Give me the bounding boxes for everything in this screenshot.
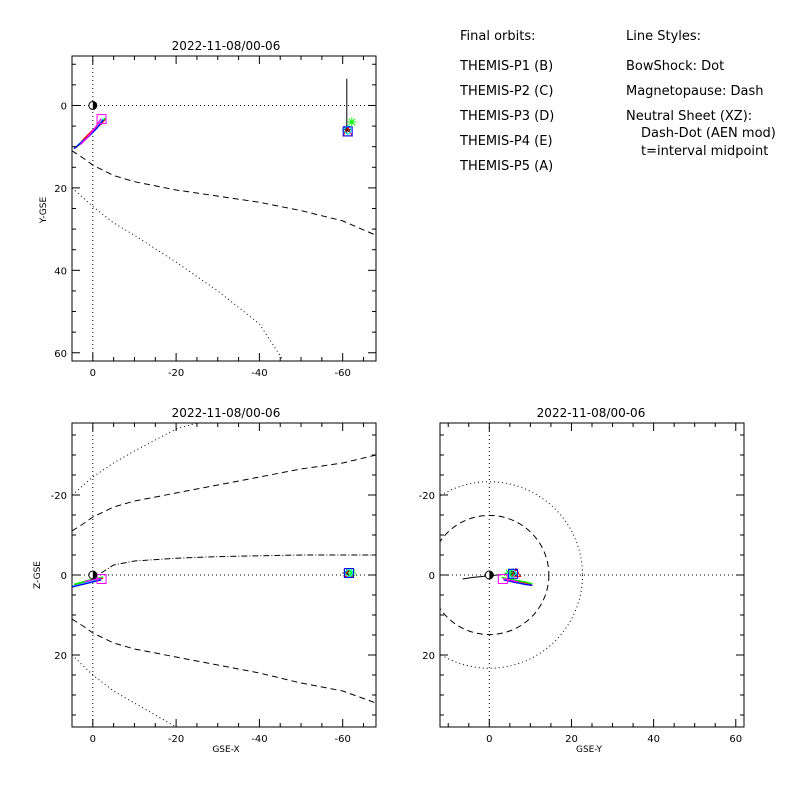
orbit-p5-marker: [96, 114, 107, 125]
panel-xz-xlabel: GSE-X: [212, 745, 239, 755]
plot-area: [72, 56, 376, 361]
x-tick-label: 60: [729, 734, 742, 745]
neutral-sheet-line: [100, 554, 376, 574]
magnetopause-line: [72, 150, 376, 236]
bowshock-line: [72, 187, 283, 360]
orbit-p3-marker: [342, 124, 353, 136]
earth-night-side: [489, 571, 494, 579]
line-style-bowshock: BowShock: Dot: [626, 59, 724, 74]
orbit-p2-marker: [347, 568, 357, 578]
panel-yz-xlabel: GSE-Y: [576, 745, 603, 755]
line-style-neutral-sheet: Neutral Sheet (XZ):: [626, 109, 752, 124]
legend-probe-p1: THEMIS-P1 (B): [459, 59, 553, 74]
y-tick-label: 60: [54, 349, 67, 360]
panel-xz-title: 2022-11-08/00-06: [172, 406, 281, 420]
y-tick-label: -20: [419, 491, 435, 502]
magnetopause-line: [72, 618, 376, 704]
bowshock-line: [440, 481, 584, 669]
y-tick-label: 20: [422, 651, 435, 662]
panel-xy: 0 -20 -40 -60 0 20 40 60: [54, 55, 377, 379]
panel-yz: 0 20 40 60 20 0 -20: [419, 422, 745, 745]
legend-probe-p3: THEMIS-P3 (D): [459, 109, 554, 124]
y-tick-label: 20: [54, 184, 67, 195]
x-tick-label: -20: [168, 734, 184, 745]
orbit-p4-marker: [342, 126, 353, 137]
plot-area: [440, 423, 744, 727]
panel-yz-title: 2022-11-08/00-06: [537, 406, 646, 420]
orbit-p2-marker: [347, 117, 357, 127]
panel-xy-title: 2022-11-08/00-06: [172, 39, 281, 53]
orbit-p3-track: [72, 578, 102, 587]
line-style-interval: t=interval midpoint: [641, 144, 768, 159]
x-tick-label: -20: [168, 368, 184, 379]
orbit-p5-track: [84, 577, 102, 583]
x-tick-label: 0: [90, 368, 96, 379]
x-tick-label: -40: [251, 368, 267, 379]
line-style-dash-dot: Dash-Dot (AEN mod): [641, 126, 776, 141]
orbit-p5-marker: [497, 574, 508, 584]
orbit-p5-marker: [96, 574, 107, 584]
earth-night-side: [92, 101, 97, 110]
y-tick-label: 40: [54, 266, 67, 277]
orbit-legend: Final orbits: THEMIS-P1 (B) THEMIS-P2 (C…: [459, 29, 554, 174]
y-tick-label: 0: [429, 571, 435, 582]
magnetopause-line: [440, 514, 550, 636]
panel-xz-ylabel: Z-GSE: [33, 561, 43, 589]
y-tick-label: 0: [61, 571, 67, 582]
bowshock-line: [72, 654, 177, 727]
y-tick-label: 0: [61, 101, 67, 112]
orbit-p5-track: [502, 577, 519, 583]
x-tick-label: 0: [486, 734, 492, 745]
panel-xy-ylabel: Y-GSE: [39, 197, 49, 225]
x-tick-label: 20: [565, 734, 578, 745]
x-tick-label: -60: [335, 734, 351, 745]
x-tick-label: -60: [335, 368, 351, 379]
x-tick-label: -40: [251, 734, 267, 745]
bowshock-line: [72, 423, 198, 496]
y-tick-label: -20: [51, 491, 67, 502]
line-style-heading: Line Styles:: [626, 29, 701, 44]
orbit-p1-marker: [510, 567, 522, 578]
earth-night-side: [92, 571, 97, 579]
line-style-legend: Line Styles: BowShock: Dot Magnetopause:…: [626, 29, 776, 159]
orbit-p4-marker: [508, 568, 519, 579]
plot-frame: [71, 55, 377, 362]
orbit-p4-track: [503, 579, 533, 587]
legend-probe-p4: THEMIS-P4 (E): [459, 134, 553, 149]
line-style-magnetopause: Magnetopause: Dash: [626, 84, 763, 99]
plot-area: [72, 423, 376, 727]
x-tick-label: 0: [90, 734, 96, 745]
orbit-p4-track: [72, 579, 102, 588]
x-tick-label: 40: [647, 734, 660, 745]
orbit-legend-heading: Final orbits:: [460, 29, 536, 44]
legend-probe-p5: THEMIS-P5 (A): [459, 159, 553, 174]
y-tick-label: 20: [54, 651, 67, 662]
panel-xz: 0 -20 -40 -60 20 0 -20: [51, 422, 377, 745]
magnetopause-line: [72, 454, 376, 532]
legend-probe-p2: THEMIS-P2 (C): [459, 84, 553, 99]
orbit-p4-marker: [343, 568, 354, 578]
